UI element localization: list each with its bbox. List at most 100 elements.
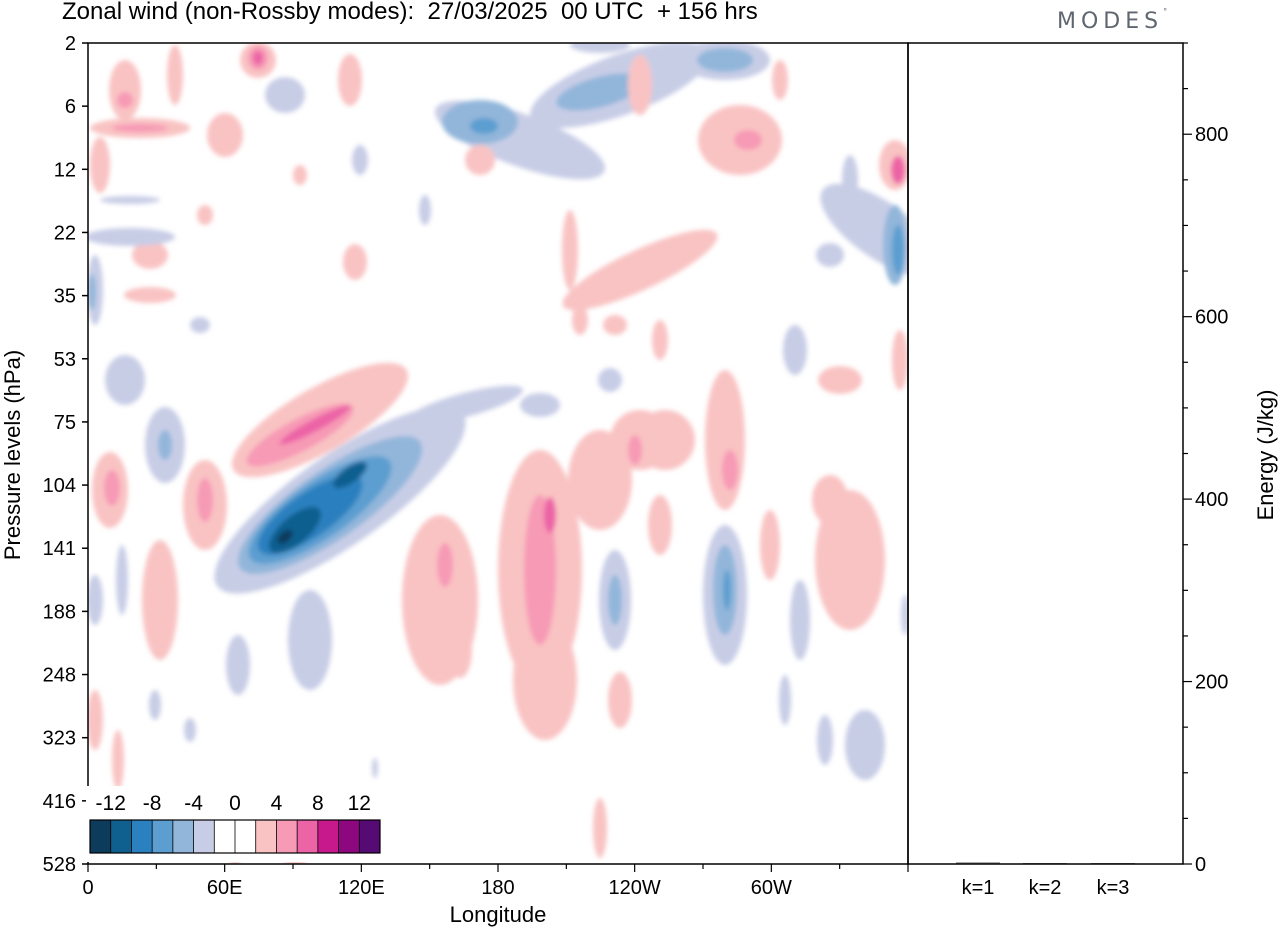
- pressure-tick-label: 248: [43, 665, 76, 687]
- energy-axis-label: Energy (J/kg): [1253, 390, 1278, 521]
- contour-blob: [892, 330, 908, 390]
- colorbar-swatch: [338, 820, 360, 853]
- energy-bar: [1091, 863, 1135, 864]
- colorbar-swatch: [317, 820, 339, 853]
- contour-blob: [593, 798, 607, 858]
- contour-blob: [820, 183, 908, 277]
- contour-blob: [279, 405, 351, 445]
- colorbar-swatch: [193, 820, 215, 853]
- longitude-tick-label: 120E: [338, 877, 385, 899]
- pressure-tick-label: 528: [43, 854, 76, 876]
- contour-blob: [628, 435, 642, 465]
- energy-bar-label: k=3: [1097, 877, 1130, 899]
- contour-blob: [343, 244, 367, 280]
- energy-tick-label: 0: [1195, 854, 1206, 876]
- contour-blob: [142, 540, 178, 660]
- energy-bar: [956, 862, 1000, 864]
- contour-blob: [608, 672, 632, 728]
- pressure-tick-label: 188: [43, 601, 76, 623]
- contour-blob: [760, 510, 780, 580]
- energy-bar: [1023, 863, 1067, 864]
- contour-blob: [892, 225, 904, 275]
- longitude-tick-label: 60E: [207, 877, 243, 899]
- contour-blob: [562, 210, 578, 290]
- x-axis-label: Longitude: [450, 902, 547, 927]
- contour-blob: [603, 315, 627, 335]
- energy-axis: 0 200 400 600 800: [1183, 42, 1228, 876]
- colorbar-swatch: [359, 820, 380, 853]
- contour-blob: [723, 570, 731, 610]
- contour-blob: [116, 545, 128, 615]
- colorbar-swatch: [235, 820, 256, 853]
- contour-blob: [513, 620, 577, 740]
- contour-blob: [105, 355, 145, 405]
- contour-blob: [891, 156, 905, 184]
- colorbar-swatch: [172, 820, 194, 853]
- colorbar-swatch: [152, 820, 173, 853]
- colorbar-frame: [89, 819, 381, 854]
- contour-blob: [783, 325, 807, 375]
- contour-blob: [470, 118, 498, 134]
- pressure-tick-label: 416: [43, 791, 76, 813]
- contour-blob: [556, 73, 644, 111]
- contour-blob: [226, 635, 250, 695]
- contour-blob: [372, 758, 378, 778]
- contour-blob: [109, 60, 141, 120]
- contour-blob: [88, 690, 103, 750]
- energy-plot-frame: [907, 42, 1184, 865]
- colorbar-label: 8: [312, 792, 324, 815]
- contour-blob: [149, 690, 161, 720]
- contour-blob: [448, 622, 472, 678]
- pressure-tick-label: 104: [43, 475, 76, 497]
- contour-blob: [100, 196, 160, 204]
- pressure-tick-label: 75: [54, 412, 76, 434]
- contour-blob: [628, 55, 652, 115]
- contour-blob: [845, 710, 885, 780]
- colorbar-swatch: [214, 820, 235, 853]
- pressure-axis: 2 6 12 22 35 53 75 104 141 188 248 323 416 528: [43, 33, 88, 876]
- energy-tick-label: 600: [1195, 307, 1228, 329]
- contour-blob: [112, 124, 168, 132]
- contour-blob: [816, 243, 844, 267]
- contour-blob: [132, 241, 168, 269]
- energy-tick-label: 200: [1195, 672, 1228, 694]
- pressure-tick-label: 35: [54, 286, 76, 308]
- contour-blob: [818, 366, 862, 394]
- contour-blob: [572, 305, 588, 335]
- energy-bar-labels: k=1 k=2 k=3: [962, 877, 1130, 899]
- contour-blob: [524, 495, 556, 645]
- energy-bar-label: k=2: [1029, 877, 1062, 899]
- colorbar-label: -12: [96, 792, 126, 815]
- contour-blob: [112, 730, 124, 790]
- contour-blob: [88, 228, 175, 246]
- contour-blob: [190, 317, 210, 333]
- colorbar-legend: -12 -8 -4 0 4 8 12: [86, 786, 384, 862]
- contour-blob: [734, 130, 762, 150]
- contour-blob: [635, 410, 695, 470]
- y-axis-label: Pressure levels (hPa): [0, 350, 25, 560]
- energy-bars: [956, 862, 1135, 864]
- contour-blob: [842, 155, 858, 205]
- pressure-tick-label: 53: [54, 349, 76, 371]
- contour-field: [88, 43, 908, 864]
- contour-blob: [772, 60, 788, 100]
- contour-blob: [197, 478, 213, 522]
- contour-blob: [465, 145, 495, 175]
- longitude-tick-label: 0: [82, 877, 93, 899]
- contour-blob: [419, 195, 431, 225]
- contour-blob: [406, 385, 524, 425]
- contour-blob: [722, 450, 738, 490]
- contour-blob: [544, 497, 556, 533]
- contour-blob: [352, 145, 368, 175]
- contour-blob: [184, 718, 196, 742]
- longitude-axis: 0 60E 120E 180 120W 60W: [82, 864, 909, 899]
- contour-blob: [779, 675, 791, 725]
- contour-blob: [288, 590, 332, 690]
- contour-blob: [88, 274, 96, 310]
- contour-blob: [812, 475, 848, 525]
- modes-logo: MODES°: [1057, 7, 1167, 34]
- longitude-tick-label: 60W: [751, 877, 792, 899]
- contour-blob: [207, 113, 243, 157]
- contour-blob: [817, 715, 833, 765]
- longitude-tick-label: 180: [481, 877, 514, 899]
